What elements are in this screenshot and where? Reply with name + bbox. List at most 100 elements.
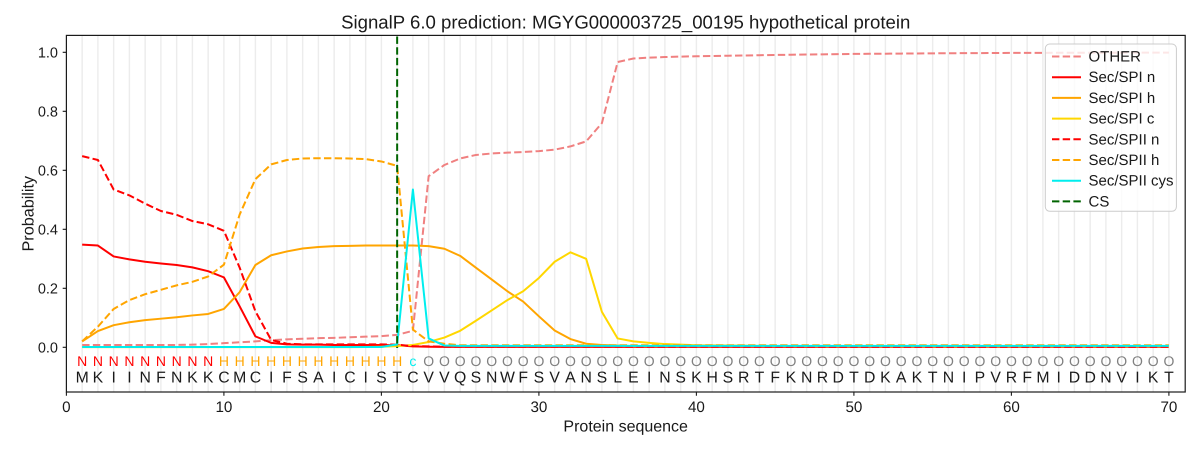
svg-text:O: O [581, 353, 592, 369]
svg-text:K: K [187, 369, 198, 386]
svg-text:T: T [849, 369, 859, 386]
svg-text:Sec/SPI n: Sec/SPI n [1089, 69, 1156, 86]
svg-text:O: O [738, 353, 749, 369]
svg-text:Q: Q [454, 369, 466, 386]
svg-text:H: H [361, 353, 371, 369]
svg-text:I: I [269, 369, 273, 386]
svg-text:I: I [363, 369, 367, 386]
svg-text:O: O [423, 353, 434, 369]
svg-text:O: O [896, 353, 907, 369]
svg-text:S: S [723, 369, 734, 386]
svg-text:O: O [518, 353, 529, 369]
svg-text:S: S [675, 369, 686, 386]
svg-text:O: O [1022, 353, 1033, 369]
svg-text:N: N [109, 353, 119, 369]
svg-text:A: A [896, 369, 907, 386]
svg-text:O: O [470, 353, 481, 369]
svg-text:O: O [1100, 353, 1111, 369]
svg-text:0.0: 0.0 [38, 340, 58, 356]
svg-text:F: F [518, 369, 528, 386]
svg-text:D: D [1069, 369, 1080, 386]
svg-text:I: I [1056, 369, 1060, 386]
svg-text:O: O [628, 353, 639, 369]
svg-text:S: S [534, 369, 545, 386]
svg-text:O: O [1116, 353, 1127, 369]
svg-text:H: H [235, 353, 245, 369]
svg-text:H: H [392, 353, 402, 369]
svg-text:30: 30 [530, 399, 547, 416]
svg-text:E: E [628, 369, 639, 386]
svg-text:O: O [770, 353, 781, 369]
svg-text:Protein sequence: Protein sequence [563, 419, 688, 436]
svg-text:0.6: 0.6 [38, 163, 58, 179]
svg-text:I: I [962, 369, 966, 386]
svg-text:W: W [500, 369, 515, 386]
svg-text:O: O [990, 353, 1001, 369]
svg-text:O: O [675, 353, 686, 369]
svg-text:1.0: 1.0 [38, 45, 58, 61]
svg-text:CS: CS [1089, 193, 1110, 210]
svg-text:D: D [1084, 369, 1095, 386]
svg-text:K: K [203, 369, 214, 386]
svg-text:O: O [864, 353, 875, 369]
svg-text:I: I [111, 369, 115, 386]
svg-text:C: C [218, 369, 229, 386]
svg-text:c: c [409, 353, 416, 369]
svg-text:V: V [423, 369, 434, 386]
svg-text:O: O [1085, 353, 1096, 369]
svg-text:O: O [439, 353, 450, 369]
svg-text:O: O [644, 353, 655, 369]
svg-text:N: N [172, 353, 182, 369]
svg-text:N: N [943, 369, 954, 386]
svg-text:Probability: Probability [20, 175, 38, 251]
svg-text:N: N [77, 353, 87, 369]
svg-text:O: O [596, 353, 607, 369]
svg-text:C: C [344, 369, 355, 386]
svg-text:O: O [1006, 353, 1017, 369]
svg-text:C: C [407, 369, 418, 386]
svg-text:K: K [786, 369, 797, 386]
svg-text:I: I [647, 369, 651, 386]
svg-text:O: O [959, 353, 970, 369]
svg-text:S: S [297, 369, 308, 386]
svg-text:F: F [770, 369, 780, 386]
svg-text:O: O [801, 353, 812, 369]
svg-text:I: I [1135, 369, 1139, 386]
svg-text:D: D [832, 369, 843, 386]
svg-text:0.8: 0.8 [38, 104, 58, 120]
svg-text:10: 10 [215, 399, 232, 416]
svg-text:V: V [990, 369, 1001, 386]
svg-text:O: O [1069, 353, 1080, 369]
svg-text:T: T [1164, 369, 1174, 386]
svg-text:F: F [156, 369, 166, 386]
svg-text:0.2: 0.2 [38, 281, 58, 297]
svg-text:H: H [298, 353, 308, 369]
svg-text:O: O [1053, 353, 1064, 369]
svg-text:O: O [943, 353, 954, 369]
svg-text:Sec/SPII n: Sec/SPII n [1089, 131, 1160, 148]
svg-text:H: H [282, 353, 292, 369]
svg-text:O: O [880, 353, 891, 369]
svg-text:O: O [754, 353, 765, 369]
svg-text:O: O [817, 353, 828, 369]
svg-text:N: N [187, 353, 197, 369]
svg-text:N: N [156, 353, 166, 369]
svg-text:K: K [880, 369, 891, 386]
svg-text:N: N [659, 369, 670, 386]
svg-text:O: O [1163, 353, 1174, 369]
svg-text:O: O [659, 353, 670, 369]
svg-text:O: O [1037, 353, 1048, 369]
svg-text:S: S [471, 369, 482, 386]
svg-text:N: N [124, 353, 134, 369]
svg-text:K: K [1148, 369, 1159, 386]
svg-text:A: A [313, 369, 324, 386]
svg-text:O: O [785, 353, 796, 369]
svg-text:O: O [533, 353, 544, 369]
svg-text:M: M [76, 369, 89, 386]
svg-text:P: P [975, 369, 986, 386]
svg-text:SignalP 6.0 prediction: MGYG00: SignalP 6.0 prediction: MGYG000003725_00… [341, 11, 910, 32]
svg-text:40: 40 [688, 399, 705, 416]
svg-text:S: S [597, 369, 608, 386]
svg-text:T: T [392, 369, 402, 386]
svg-text:Sec/SPI h: Sec/SPI h [1089, 90, 1156, 107]
